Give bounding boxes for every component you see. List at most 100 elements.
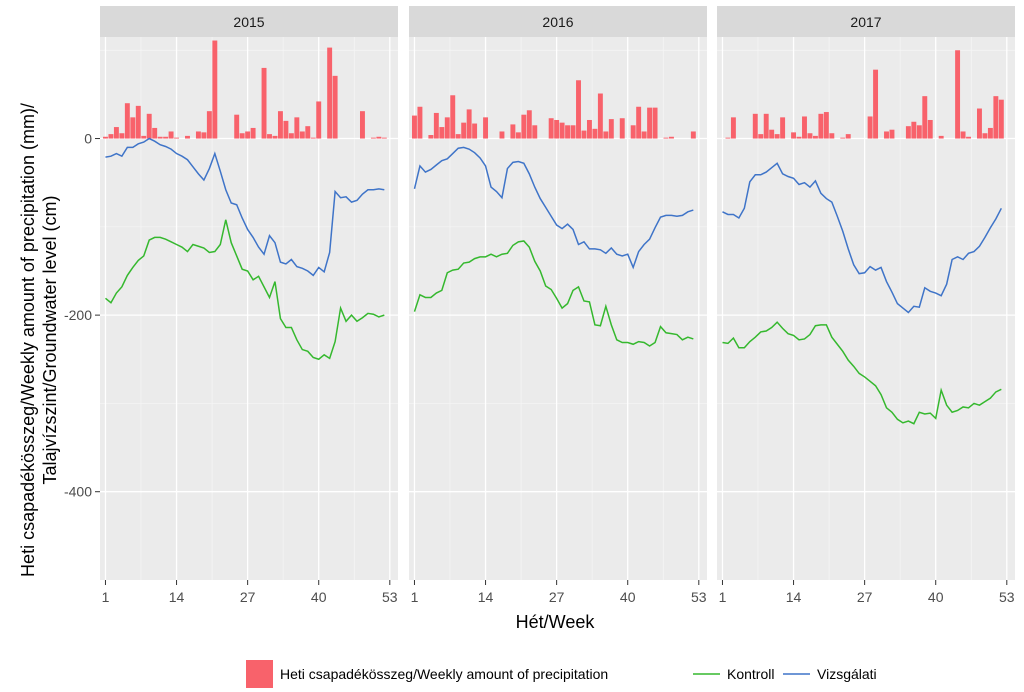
precipitation-bar (570, 125, 576, 139)
precipitation-bar (428, 135, 434, 139)
precipitation-bar (982, 133, 988, 139)
precipitation-bar (922, 96, 928, 139)
facet-strip-label: 2017 (850, 14, 881, 30)
precipitation-bar (499, 131, 505, 139)
precipitation-bar (647, 107, 653, 139)
precipitation-bar (559, 122, 565, 139)
x-tick-label: 27 (549, 589, 565, 605)
series-line-vizsgalati (105, 137, 385, 277)
precipitation-bar (146, 113, 152, 139)
x-axis-title: Hét/Week (516, 612, 596, 632)
precipitation-bar (168, 131, 174, 139)
series-line-vizsgalati (413, 146, 694, 270)
facet-strip (100, 6, 398, 37)
x-tick-label: 14 (786, 589, 802, 605)
panel-background (100, 37, 398, 580)
precipitation-bar (763, 113, 769, 139)
precipitation-bar (174, 137, 180, 139)
precipitation-bar (829, 133, 835, 139)
series-line-kontroll (104, 219, 385, 361)
precipitation-bar (359, 111, 365, 139)
precipitation-bar (327, 47, 333, 139)
precipitation-bar (774, 134, 780, 139)
precipitation-bar (283, 120, 289, 139)
precipitation-bar (987, 127, 993, 139)
precipitation-bar (960, 131, 966, 139)
y-tick-label: -200 (64, 307, 92, 323)
precipitation-bar (332, 75, 338, 139)
precipitation-bar (526, 110, 532, 139)
precipitation-bar (185, 135, 190, 139)
precipitation-bar (195, 131, 201, 139)
precipitation-bar (802, 116, 807, 139)
precipitation-bar (548, 118, 554, 139)
precipitation-bar (245, 131, 251, 139)
precipitation-bar (873, 69, 879, 139)
facet-strip (409, 6, 707, 37)
precipitation-bar (796, 136, 802, 139)
x-tick-label: 40 (620, 589, 636, 605)
precipitation-bar (791, 132, 797, 139)
precipitation-bar (905, 126, 911, 139)
precipitation-bar (889, 129, 895, 139)
x-tick-label: 53 (999, 589, 1015, 605)
precipitation-bar (141, 135, 147, 139)
y-tick-label: 0 (84, 131, 92, 147)
precipitation-bar (597, 93, 603, 139)
precipitation-bar (277, 111, 283, 139)
precipitation-bar (752, 113, 758, 139)
precipitation-bar (305, 126, 311, 139)
precipitation-bar (554, 119, 560, 139)
precipitation-bar (234, 114, 240, 139)
precipitation-bar (212, 40, 218, 139)
precipitation-bar (966, 136, 971, 139)
precipitation-bar (927, 119, 933, 139)
precipitation-bar (163, 136, 169, 139)
facet-strip-label: 2016 (542, 14, 573, 30)
precipitation-bar (641, 131, 647, 139)
precipitation-bar (466, 109, 472, 139)
precipitation-bar (993, 96, 999, 139)
precipitation-bar (267, 134, 272, 139)
precipitation-bar (294, 117, 300, 139)
facet-panel-2017: 2017 1 14 27 40 53 (717, 6, 1015, 605)
x-tick-label: 40 (311, 589, 327, 605)
precipitation-bar (845, 134, 851, 139)
x-tick-label: 53 (382, 589, 398, 605)
precipitation-bar (630, 125, 636, 139)
series-line-kontroll (722, 321, 1002, 425)
precipitation-bar (976, 108, 982, 139)
precipitation-bar (916, 125, 922, 139)
x-tick-label: 1 (102, 589, 110, 605)
precipitation-bar (250, 127, 256, 139)
precipitation-bar (483, 117, 489, 139)
precipitation-bar (135, 105, 141, 139)
precipitation-bar (807, 133, 813, 139)
precipitation-bar (239, 133, 245, 139)
x-tick-label: 14 (169, 589, 185, 605)
precipitation-bar (938, 135, 944, 139)
precipitation-bar (532, 125, 538, 139)
precipitation-bar (124, 103, 130, 139)
legend-key-precipitation (246, 660, 273, 688)
precipitation-bar (780, 117, 786, 139)
precipitation-bar (130, 117, 136, 139)
x-tick-label: 1 (411, 589, 419, 605)
precipitation-bar (444, 117, 450, 139)
precipitation-bar (113, 127, 119, 139)
facet-panel-2016: 2016 1 14 27 40 53 (409, 6, 707, 605)
panel-background (717, 37, 1015, 580)
precipitation-bar (521, 114, 527, 139)
precipitation-bar (576, 80, 581, 139)
precipitation-bar (812, 135, 818, 139)
precipitation-bar (370, 137, 376, 139)
facet-strip-label: 2015 (233, 14, 264, 30)
x-tick-label: 27 (240, 589, 256, 605)
precipitation-bar (433, 112, 439, 139)
precipitation-bar (461, 122, 467, 139)
precipitation-bar (206, 111, 212, 139)
y-tick-label: -400 (64, 484, 92, 500)
precipitation-bar (823, 112, 829, 139)
precipitation-bar (261, 67, 267, 139)
